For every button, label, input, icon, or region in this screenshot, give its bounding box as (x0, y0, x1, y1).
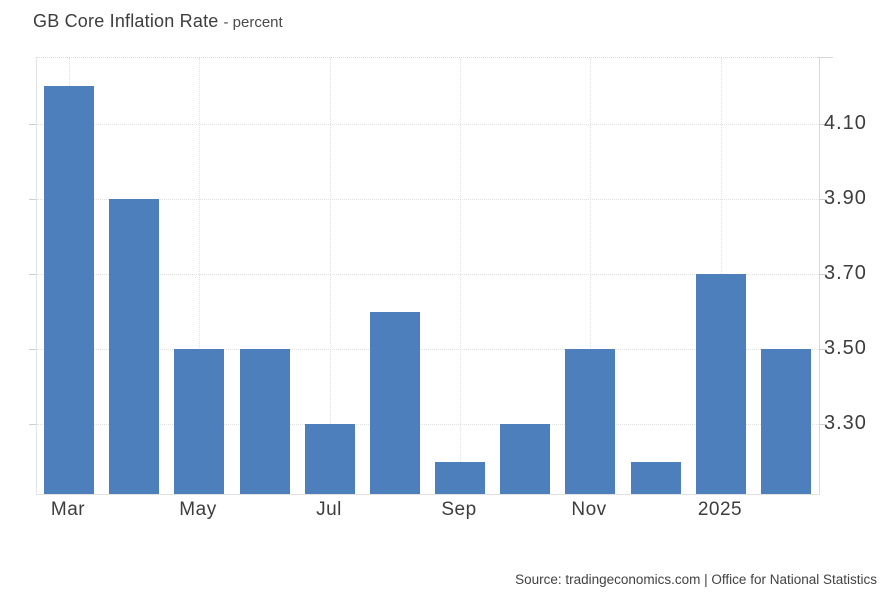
bar-dec-2024[interactable] (631, 462, 681, 494)
chart-title: GB Core Inflation Rate (33, 11, 219, 31)
y-axis-tick-label: 3.70 (824, 262, 867, 284)
y-tick-left (29, 199, 36, 200)
y-gridline (37, 274, 819, 275)
y-tick-left (29, 349, 36, 350)
bar-jan-2025[interactable] (696, 274, 746, 494)
bar-jul-2024[interactable] (305, 424, 355, 494)
bar-sep-2024[interactable] (435, 462, 485, 494)
x-axis-tick-label: Sep (441, 499, 477, 520)
x-gridline (199, 58, 200, 494)
x-axis-tick-label: Mar (50, 499, 86, 520)
x-gridline (590, 58, 591, 494)
bar-nov-2024[interactable] (565, 349, 615, 494)
bar-feb-2025[interactable] (761, 349, 811, 494)
y-tick-right (820, 199, 827, 200)
y-tick-left (29, 274, 36, 275)
y-axis-tick-label: 3.30 (824, 412, 867, 434)
y-tick-left (29, 124, 36, 125)
y-gridline (37, 424, 819, 425)
x-axis-tick-label: Jul (316, 499, 342, 520)
source-attribution: Source: tradingeconomics.com | Office fo… (515, 572, 877, 587)
bar-oct-2024[interactable] (500, 424, 550, 494)
bar-aug-2024[interactable] (370, 312, 420, 494)
bar-mar-2024[interactable] (44, 86, 94, 494)
bar-apr-2024[interactable] (109, 199, 159, 494)
bar-jun-2024[interactable] (240, 349, 290, 494)
y-tick-right (820, 424, 827, 425)
x-gridline (330, 58, 331, 494)
y-tick-right (820, 124, 827, 125)
x-axis-tick-label: Nov (571, 499, 607, 520)
y-gridline (37, 124, 819, 125)
chart-title-row: GB Core Inflation Rate - percent (33, 11, 283, 32)
chart-subtitle: - percent (223, 14, 283, 31)
y-tick-left (29, 424, 36, 425)
y-tick-right (820, 274, 827, 275)
y-axis-tick-label: 3.50 (824, 337, 867, 359)
plot-area (29, 57, 833, 495)
x-axis-tick-label: 2025 (697, 499, 743, 520)
bar-may-2024[interactable] (174, 349, 224, 494)
y-axis-tick-label: 4.10 (824, 112, 867, 134)
y-axis-tick-label: 3.90 (824, 187, 867, 209)
y-gridline (37, 349, 819, 350)
axis-top-right-tick (818, 57, 833, 58)
x-gridline (460, 58, 461, 494)
x-axis-tick-label: May (179, 499, 217, 520)
y-tick-right (820, 349, 827, 350)
y-gridline (37, 199, 819, 200)
